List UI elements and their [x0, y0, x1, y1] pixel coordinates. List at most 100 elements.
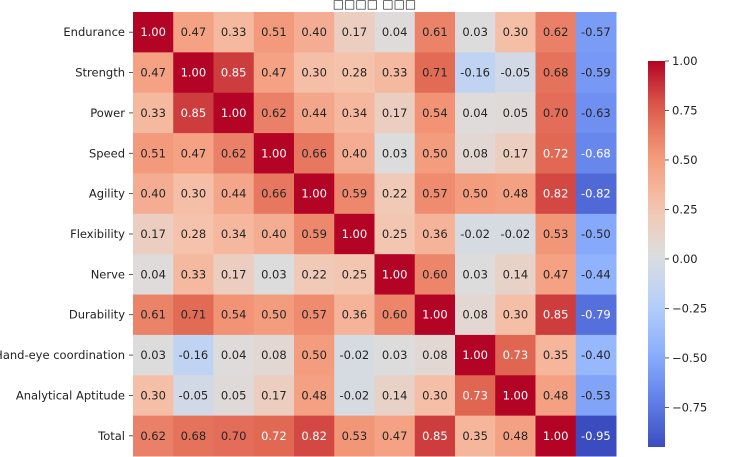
cell-value-label: -0.59 [581, 66, 611, 80]
heatmap-cell [334, 334, 375, 376]
cell-value-label: -0.02 [500, 227, 530, 241]
cell-value-label: 0.54 [221, 308, 247, 322]
cell-value-label: -0.02 [339, 348, 369, 362]
cell-value-label: 0.22 [301, 267, 327, 281]
cell-value-label: 0.05 [221, 388, 247, 402]
heatmap-cell [133, 254, 174, 296]
cell-value-label: 0.04 [140, 267, 166, 281]
heatmap-cell [414, 213, 456, 255]
heatmap-cell [334, 213, 375, 255]
cell-value-label: 0.34 [342, 106, 368, 120]
cell-value-label: 1.00 [462, 348, 488, 362]
heatmap-cell [455, 52, 496, 94]
cell-value-label: -0.53 [581, 388, 611, 402]
cell-value-label: 0.48 [503, 187, 529, 201]
heatmap-cell [253, 173, 295, 215]
cell-value-label: 0.33 [221, 25, 247, 39]
cell-value-label: 1.00 [140, 25, 166, 39]
heatmap-cell [455, 92, 496, 134]
cell-value-label: 0.08 [462, 308, 488, 322]
cell-value-label: 0.70 [543, 106, 569, 120]
cell-value-label: -0.63 [581, 106, 611, 120]
heatmap-cell [133, 133, 174, 174]
colorbar-tick-label: −0.75 [672, 400, 707, 414]
heatmap-cell [334, 254, 375, 296]
heatmap-cell [414, 415, 456, 457]
cell-value-label: 0.03 [382, 146, 408, 160]
cell-value-label: 0.40 [261, 227, 287, 241]
cell-value-label: 0.50 [462, 187, 488, 201]
heatmap-cell [535, 254, 577, 296]
heatmap-cell [334, 92, 375, 134]
cell-value-label: 0.22 [382, 187, 408, 201]
heatmap-cell [535, 415, 577, 457]
heatmap-cell [294, 92, 335, 134]
cell-value-label: 0.62 [261, 106, 287, 120]
cell-value-label: 0.72 [543, 146, 569, 160]
heatmap-cell [133, 92, 174, 134]
heatmap-cell [535, 133, 577, 174]
cell-value-label: 0.17 [261, 388, 287, 402]
cell-value-label: 0.33 [382, 66, 408, 80]
cell-value-label: 0.62 [140, 429, 166, 443]
cell-value-label: 0.33 [181, 267, 207, 281]
heatmap-cell [133, 52, 174, 94]
cell-value-label: 0.72 [261, 429, 287, 443]
cell-value-label: -0.57 [581, 25, 611, 39]
cell-value-label: 0.61 [422, 25, 448, 39]
heatmap-cell [374, 334, 416, 376]
heatmap-cell [455, 375, 496, 417]
heatmap-cell [374, 173, 416, 215]
cell-value-label: 1.00 [301, 187, 327, 201]
cell-value-label: 0.53 [342, 429, 368, 443]
cell-value-label: -0.40 [581, 348, 611, 362]
cell-value-label: 1.00 [181, 66, 207, 80]
heatmap-cell [374, 133, 416, 174]
cell-value-label: 0.25 [342, 267, 368, 281]
heatmap-cell [495, 375, 536, 417]
cell-value-label: 0.30 [301, 66, 327, 80]
cell-value-label: 0.34 [221, 227, 247, 241]
cell-value-label: 0.08 [422, 348, 448, 362]
heatmap-cell [575, 415, 617, 457]
cell-value-label: 0.85 [543, 308, 569, 322]
heatmap-cell [575, 92, 617, 134]
heatmap-cell [374, 213, 416, 255]
cell-value-label: 0.54 [422, 106, 448, 120]
cell-value-label: 0.33 [140, 106, 166, 120]
colorbar-tick-label: 0.75 [672, 103, 698, 117]
heatmap-cell [173, 133, 214, 174]
heatmap-cell [133, 173, 174, 215]
heatmap-cell [253, 375, 295, 417]
heatmap-cell [455, 213, 496, 255]
cell-value-label: 0.17 [382, 106, 408, 120]
cell-value-label: 0.40 [301, 25, 327, 39]
heatmap-cell [334, 375, 375, 417]
heatmap-cell [575, 213, 617, 255]
heatmap-cells: 1.00 0.47 0.33 0.51 0.40 0.17 0.04 0.61 0.03 0.30… [133, 12, 617, 457]
cell-value-label: 0.35 [543, 348, 569, 362]
cell-value-label: -0.95 [581, 429, 611, 443]
heatmap-cell [575, 52, 617, 94]
row-label: Analytical Aptitude [16, 388, 125, 402]
heatmap-cell [455, 254, 496, 296]
row-label: Nerve [91, 267, 125, 281]
heatmap-cell [253, 92, 295, 134]
heatmap-cell [495, 52, 536, 94]
heatmap-cell [213, 173, 255, 215]
cell-value-label: 0.36 [422, 227, 448, 241]
heatmap-cell [213, 415, 255, 457]
cell-value-label: -0.02 [339, 388, 369, 402]
cell-value-label: 0.03 [462, 25, 488, 39]
cell-value-label: -0.44 [581, 267, 611, 281]
heatmap-cell [133, 213, 174, 255]
cell-value-label: 0.03 [140, 348, 166, 362]
heatmap-cell [374, 415, 416, 457]
heatmap-cell [455, 12, 496, 53]
cell-value-label: 0.62 [543, 25, 569, 39]
row-label: Endurance [63, 25, 125, 39]
cell-value-label: 0.28 [181, 227, 207, 241]
cell-value-label: 0.30 [140, 388, 166, 402]
heatmap-cell [173, 92, 214, 134]
